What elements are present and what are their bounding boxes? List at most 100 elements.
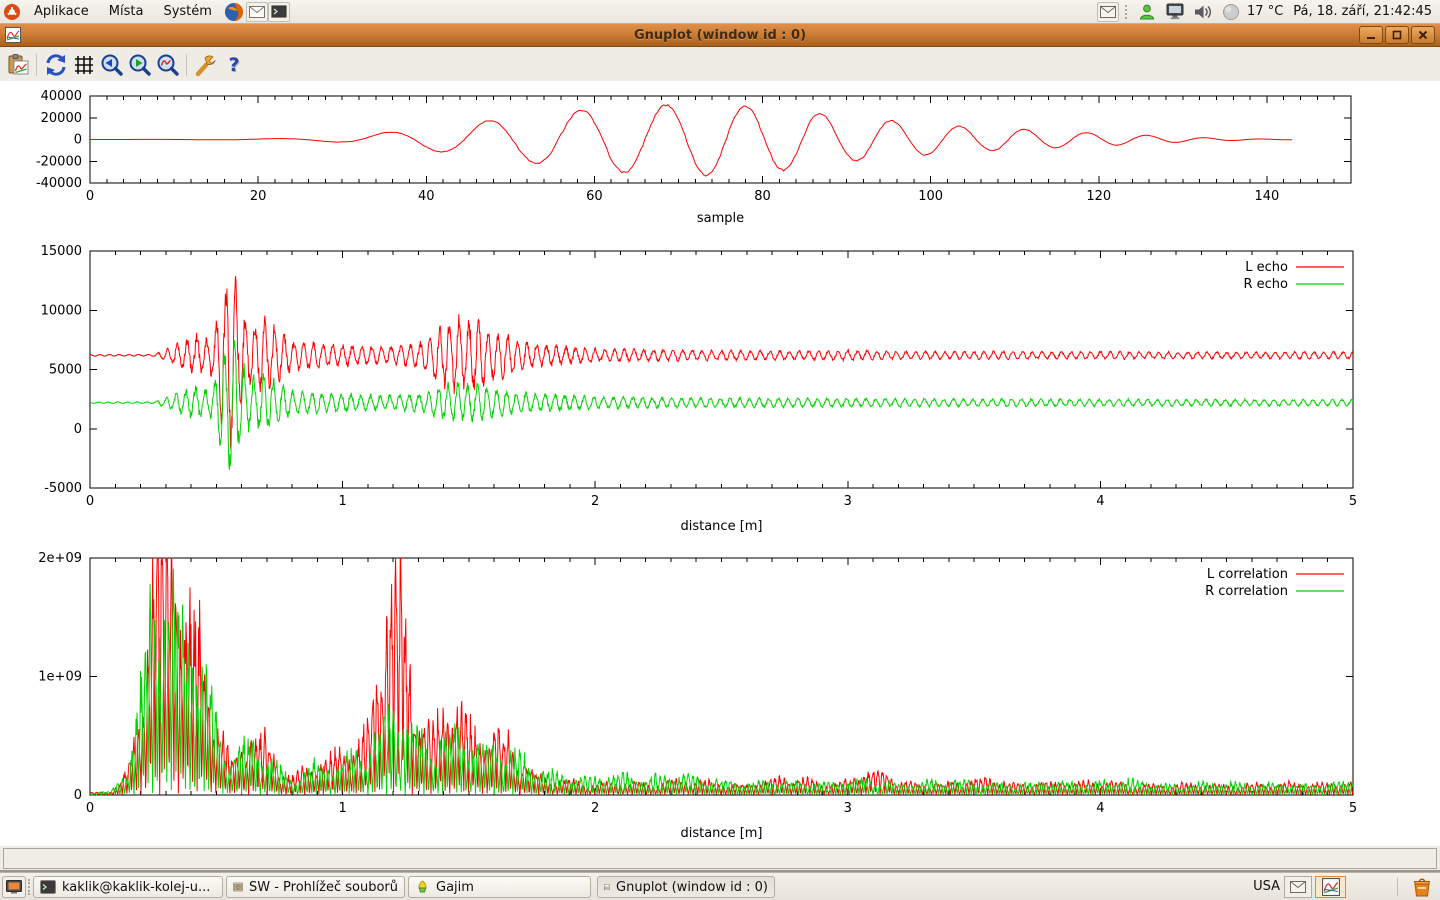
copy-plot-button[interactable] — [4, 51, 32, 79]
mail-icon — [1290, 881, 1306, 893]
firefox-icon[interactable] — [222, 0, 246, 24]
zoom-previous-button[interactable] — [98, 51, 126, 79]
close-button[interactable] — [1411, 26, 1435, 44]
ubuntu-logo-icon[interactable] — [0, 0, 24, 24]
zoom-next-button[interactable] — [126, 51, 154, 79]
svg-text:3: 3 — [844, 494, 852, 509]
svg-text:80: 80 — [754, 189, 771, 204]
svg-text:0: 0 — [74, 788, 82, 803]
settings-icon — [195, 55, 216, 77]
toolbar-separator — [36, 54, 37, 76]
terminal-icon[interactable] — [267, 1, 290, 22]
weather-icon[interactable] — [1219, 0, 1243, 24]
tray-mail-icon[interactable] — [1097, 1, 1120, 22]
replot-button[interactable] — [42, 51, 70, 79]
monitor-icon[interactable] — [1163, 0, 1187, 24]
gnuplot-window: Gnuplot (window id : 0) — [0, 24, 1440, 872]
bottom-taskbar: kaklik@kaklik-kolej-u... SW - Prohlížeč … — [0, 872, 1440, 900]
svg-text:4: 4 — [1096, 801, 1104, 816]
help-button[interactable]: ? — [220, 51, 248, 79]
svg-text:2: 2 — [591, 494, 599, 509]
svg-text:2: 2 — [591, 801, 599, 816]
window-statusbar — [3, 848, 1437, 869]
task-label: Gajim — [436, 879, 474, 895]
svg-text:120: 120 — [1086, 189, 1111, 204]
series-r-correlation — [89, 568, 1354, 797]
gnuplot-icon — [604, 883, 611, 891]
toggle-grid-button[interactable] — [70, 51, 98, 79]
tasklist-handle[interactable] — [28, 879, 31, 895]
task-label: kaklik@kaklik-kolej-u... — [62, 879, 211, 895]
zoom-previous-icon — [101, 54, 123, 76]
window-titlebar[interactable]: Gnuplot (window id : 0) — [0, 24, 1440, 47]
temperature-label[interactable]: 17 °C — [1247, 4, 1284, 19]
series-l-correlation — [89, 556, 1354, 797]
svg-text:40: 40 — [418, 189, 435, 204]
svg-text:5000: 5000 — [49, 363, 82, 378]
svg-text:5: 5 — [1349, 801, 1357, 816]
clock-applet[interactable]: Pá, 18. září, 21:42:45 — [1293, 4, 1432, 19]
window-title: Gnuplot (window id : 0) — [633, 27, 807, 43]
zoom-all-icon — [157, 54, 179, 76]
axis-label-signal: sample — [697, 211, 744, 226]
minimize-button[interactable] — [1359, 26, 1383, 44]
show-desktop-button[interactable] — [2, 876, 26, 898]
svg-text:1e+09: 1e+09 — [38, 670, 82, 685]
svg-text:5: 5 — [1349, 494, 1357, 509]
svg-text:1: 1 — [338, 494, 346, 509]
trash-icon[interactable] — [1410, 875, 1434, 899]
svg-text:10000: 10000 — [41, 303, 82, 318]
menu-system[interactable]: Systém — [163, 4, 212, 19]
gnuplot-plot-area[interactable]: 0 20 40 60 80 100 120 140 -40000 -20000 0 20000 4000… — [0, 81, 1440, 846]
svg-text:-5000: -5000 — [44, 481, 82, 496]
user-switch-icon[interactable] — [1135, 0, 1159, 24]
svg-text:0: 0 — [86, 494, 94, 509]
task-gnuplot[interactable]: Gnuplot (window id : 0) — [597, 876, 775, 898]
plot-correlation: 0 1 2 3 4 5 0 1e+09 2e+09 distance [m] L correlati… — [38, 551, 1357, 841]
task-file-manager[interactable]: SW - Prohlížeč souborů — [226, 876, 405, 898]
desktop-icon — [6, 880, 22, 894]
task-label: SW - Prohlížeč souborů — [248, 879, 398, 895]
svg-text:1: 1 — [338, 801, 346, 816]
series-l-echo — [89, 276, 1354, 451]
applet-handle[interactable] — [1125, 4, 1129, 19]
zoom-all-button[interactable] — [154, 51, 182, 79]
svg-text:3: 3 — [844, 801, 852, 816]
svg-text:0: 0 — [74, 422, 82, 437]
grid-icon — [75, 56, 93, 74]
mail-icon[interactable] — [245, 1, 268, 22]
keyboard-layout-indicator[interactable]: USA — [1253, 879, 1280, 894]
svg-text:20000: 20000 — [41, 111, 82, 126]
svg-text:0: 0 — [74, 133, 82, 148]
svg-text:100: 100 — [918, 189, 943, 204]
svg-text:15000: 15000 — [41, 244, 82, 259]
axis-label-echo: distance [m] — [680, 519, 762, 534]
svg-text:-20000: -20000 — [36, 154, 82, 169]
gnuplot-icon — [1321, 878, 1340, 896]
menu-places[interactable]: Místa — [108, 4, 144, 19]
svg-text:-40000: -40000 — [36, 176, 82, 191]
legend-label: R correlation — [1205, 584, 1288, 599]
file-manager-icon — [233, 882, 243, 892]
copy-icon — [8, 54, 29, 75]
svg-text:4: 4 — [1096, 494, 1104, 509]
task-gajim[interactable]: Gajim — [408, 876, 591, 898]
plot-signal: 0 20 40 60 80 100 120 140 -40000 -20000 0 20000 4000… — [36, 89, 1352, 226]
volume-icon[interactable] — [1191, 0, 1215, 24]
settings-button[interactable] — [192, 51, 220, 79]
svg-text:0: 0 — [86, 189, 94, 204]
maximize-button[interactable] — [1385, 26, 1409, 44]
gajim-icon — [418, 879, 427, 892]
tray-mail-button[interactable] — [1284, 876, 1312, 898]
task-terminal[interactable]: kaklik@kaklik-kolej-u... — [33, 876, 223, 898]
tray-gnuplot-button[interactable] — [1315, 876, 1346, 898]
toolbar-separator — [186, 54, 187, 76]
refresh-icon — [46, 54, 66, 76]
menu-applications[interactable]: Aplikace — [34, 4, 89, 19]
svg-text:60: 60 — [586, 189, 603, 204]
legend-label: L correlation — [1207, 567, 1288, 582]
terminal-icon — [40, 880, 56, 894]
svg-text:140: 140 — [1255, 189, 1280, 204]
plots-svg: 0 20 40 60 80 100 120 140-40000-200000200004000… — [36, 89, 1357, 841]
gnuplot-window-icon — [5, 27, 21, 43]
